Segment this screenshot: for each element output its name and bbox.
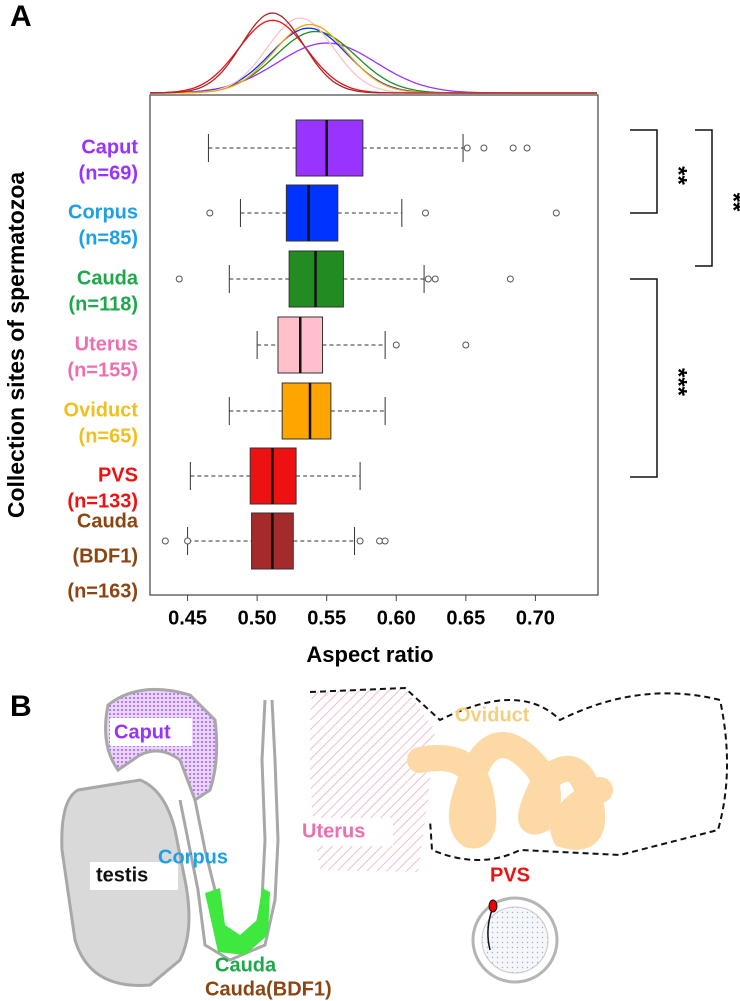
- category-label: (n=65): [79, 425, 138, 447]
- significance-label: **: [665, 166, 692, 185]
- label-testis: testis: [96, 864, 148, 886]
- significance-label: ***: [665, 368, 692, 397]
- outlier: [523, 144, 531, 152]
- category-label: (n=155): [67, 359, 138, 381]
- category-label: PVS: [98, 464, 138, 486]
- significance-bracket: [630, 129, 658, 214]
- density-curve: [150, 30, 597, 94]
- x-tick-label: 0.50: [238, 607, 277, 629]
- oocyte: [481, 906, 549, 974]
- label-bg: [110, 718, 192, 746]
- outlier: [184, 537, 192, 545]
- outlier: [509, 144, 517, 152]
- category-label: Corpus: [68, 201, 138, 223]
- sperm-head: [488, 899, 498, 913]
- outlier: [552, 209, 560, 217]
- label-caput: Caput: [114, 721, 171, 743]
- panel-label: B: [10, 690, 32, 723]
- x-tick-label: 0.45: [168, 607, 207, 629]
- outlier: [463, 144, 471, 152]
- x-tick-label: 0.60: [377, 607, 416, 629]
- x-tick-label: 0.55: [307, 607, 346, 629]
- outlier: [392, 341, 400, 349]
- density-curve: [150, 12, 597, 94]
- outlier: [206, 209, 214, 217]
- label-pvs: PVS: [490, 864, 530, 886]
- panel-label: A: [10, 0, 32, 33]
- outlier: [356, 537, 364, 545]
- category-label: (n=69): [79, 162, 138, 184]
- label-oviduct: Oviduct: [455, 704, 530, 726]
- significance-bracket: [695, 129, 713, 267]
- y-axis-label: Collection sites of spermatozoa: [3, 172, 29, 519]
- label-cauda-bdf1: Cauda(BDF1): [205, 978, 332, 1000]
- box: [285, 184, 339, 242]
- category-label: Cauda: [77, 267, 139, 289]
- box: [295, 119, 364, 177]
- box: [281, 382, 332, 440]
- category-label: Uterus: [75, 333, 138, 355]
- category-label: (n=85): [79, 227, 138, 249]
- outlier: [480, 144, 488, 152]
- oviduct: [407, 732, 613, 850]
- outlier: [175, 275, 183, 283]
- diagram: B Caput testis Corpus Cauda Cauda(BDF1) …: [10, 686, 728, 1000]
- outlier: [506, 275, 514, 283]
- label-bg: [298, 818, 393, 846]
- label-corpus: Corpus: [158, 846, 228, 868]
- outlier: [462, 341, 470, 349]
- category-label: (n=163): [67, 580, 138, 602]
- significance-bracket: [630, 278, 658, 478]
- plot-frame: [149, 94, 599, 596]
- category-label: Oviduct: [64, 399, 139, 421]
- density-curve: [149, 19, 597, 94]
- oviduct-outline: [309, 686, 728, 861]
- x-tick-label: 0.70: [516, 607, 555, 629]
- label-uterus: Uterus: [302, 820, 365, 842]
- x-axis-label: Aspect ratio: [306, 642, 433, 667]
- category-label: (n=118): [69, 293, 138, 315]
- outlier: [381, 537, 389, 545]
- outlier: [431, 275, 439, 283]
- cauda-region: [205, 888, 270, 955]
- x-tick-label: 0.65: [446, 607, 485, 629]
- category-label: Caput: [81, 136, 138, 158]
- outlier: [424, 275, 432, 283]
- density-curve: [150, 17, 597, 94]
- category-label: (n=133): [67, 490, 138, 512]
- sperm-tail: [487, 909, 493, 951]
- category-label: Cauda: [77, 510, 139, 532]
- significance-label: **: [720, 193, 740, 212]
- outlier: [161, 537, 169, 545]
- label-bg: [90, 862, 178, 890]
- outlier: [421, 209, 429, 217]
- category-label: (BDF1): [72, 545, 138, 567]
- label-cauda: Cauda: [215, 954, 277, 976]
- density-curve: [150, 23, 597, 94]
- density-curve: [150, 42, 597, 94]
